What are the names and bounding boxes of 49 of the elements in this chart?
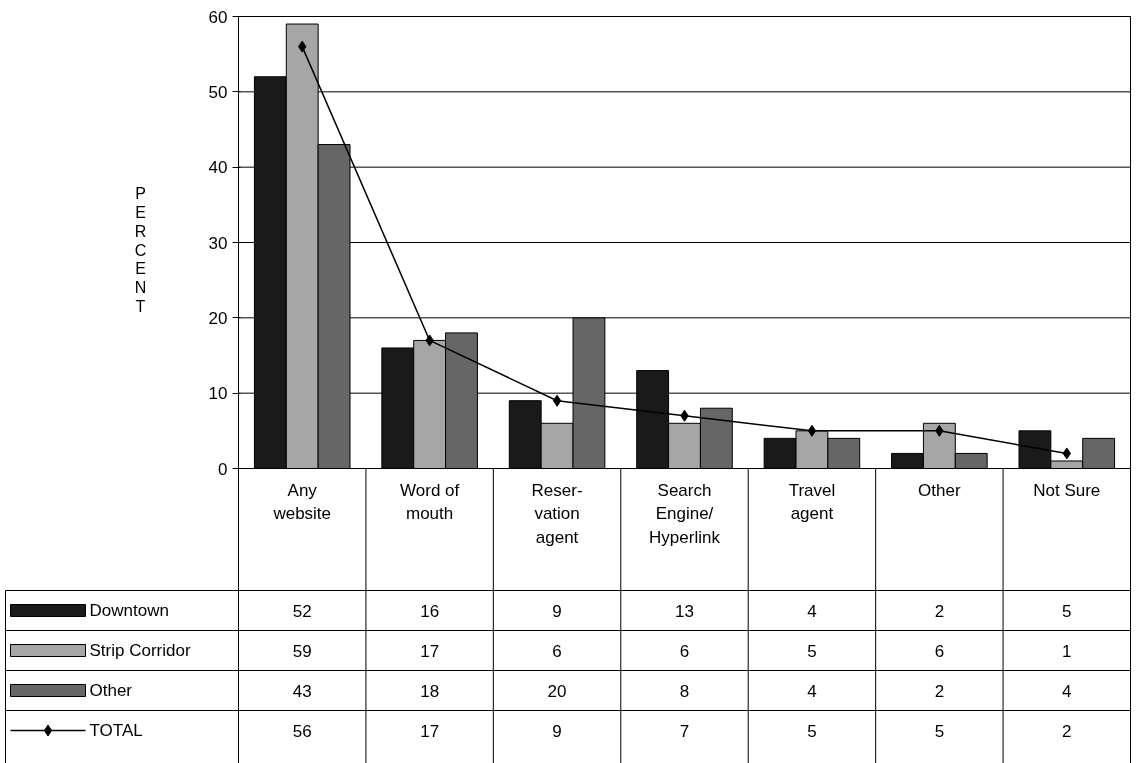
y-tick-label: 20 [208, 308, 228, 328]
point [807, 424, 817, 437]
data-label: 5 [934, 721, 945, 741]
data-label: 17 [420, 721, 440, 741]
y-tick-label: 30 [208, 233, 228, 253]
x-tick-label: Reser- vation agent [531, 480, 583, 547]
data-label: 6 [934, 641, 945, 661]
y-tick-label: 60 [208, 7, 228, 27]
y-tick-label: 40 [208, 158, 228, 178]
point [552, 394, 562, 407]
data-label: 2 [934, 681, 945, 701]
data-label: 17 [420, 641, 440, 661]
data-label: 43 [292, 681, 312, 701]
legend-label: Downtown [89, 601, 169, 620]
data-label: 59 [292, 641, 312, 661]
data-label: 16 [420, 601, 440, 621]
data-label: 5 [807, 641, 817, 661]
data-label: 6 [552, 641, 562, 661]
x-tick-label: Other [918, 480, 961, 500]
y-tick-label: 10 [208, 384, 228, 404]
legend-label: Strip Corridor [89, 641, 191, 660]
y-tick-label: 0 [218, 459, 228, 479]
data-label: 52 [292, 601, 312, 621]
x-tick-label: Not Sure [1033, 480, 1101, 500]
data-label: 4 [807, 681, 817, 701]
data-label: 56 [292, 721, 312, 741]
y-tick-label: 50 [208, 82, 228, 102]
data-label: 2 [934, 601, 945, 621]
data-label: 20 [547, 681, 567, 701]
data-label: 8 [679, 681, 690, 701]
data-label: 9 [552, 721, 562, 741]
x-tick-label: Any website [272, 480, 332, 524]
data-label: 9 [552, 601, 562, 621]
x-tick-label: Word of mouth [400, 480, 460, 524]
y-axis-title: PERCENT [134, 185, 147, 315]
data-label: 7 [679, 721, 690, 741]
legend-label: TOTAL [89, 721, 143, 740]
data-label: 4 [807, 601, 817, 621]
data-label: 18 [420, 681, 440, 701]
legend-label: Other [89, 681, 133, 700]
data-label: 13 [675, 601, 694, 621]
data-label: 5 [1062, 601, 1072, 621]
data-label: 2 [1062, 721, 1072, 741]
data-label: 5 [807, 721, 817, 741]
x-tick-label: Travel agent [788, 480, 836, 524]
data-label: 4 [1062, 681, 1072, 701]
x-tick-label: Search Engine/ Hyperlink [649, 480, 721, 547]
data-label: 6 [679, 641, 690, 661]
data-label: 1 [1062, 641, 1072, 661]
